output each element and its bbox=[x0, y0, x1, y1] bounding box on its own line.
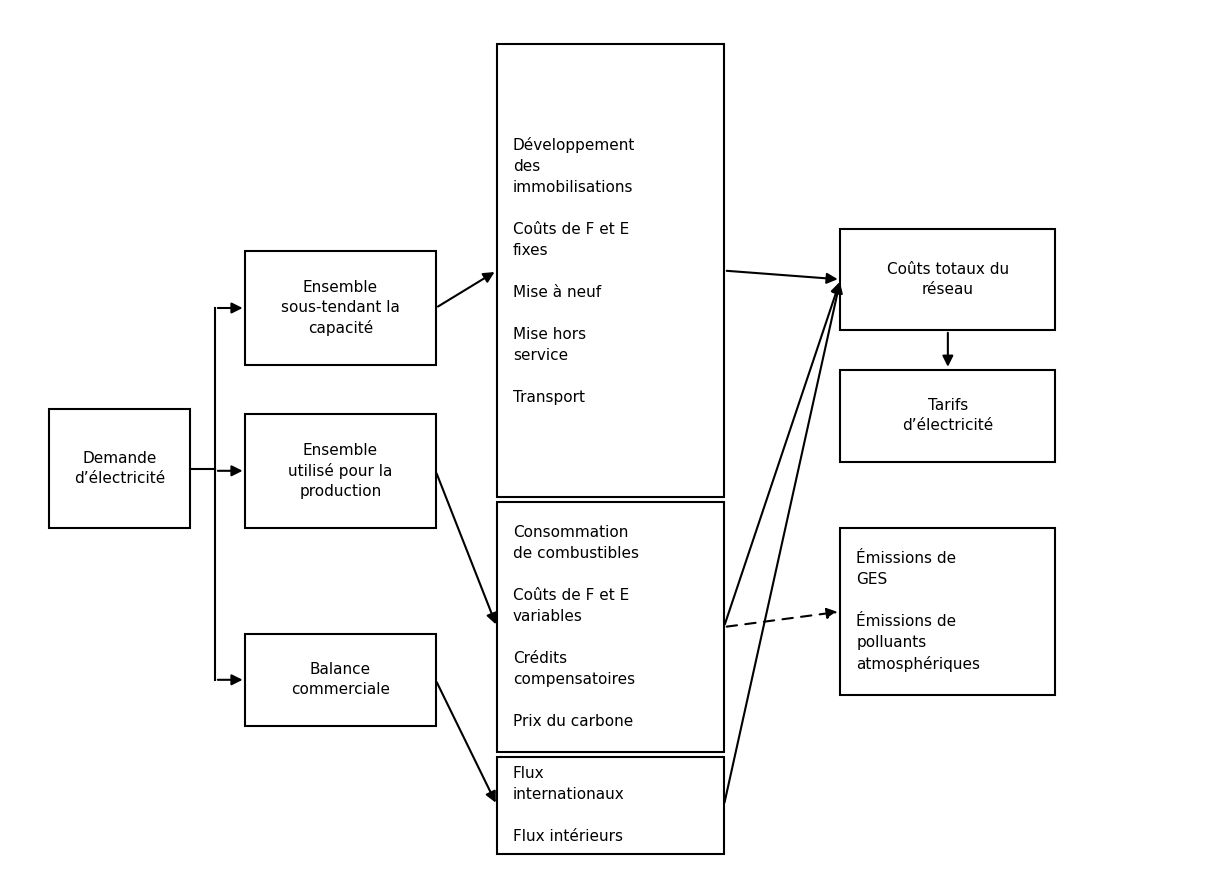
Text: Demande
d’électricité: Demande d’électricité bbox=[74, 451, 166, 486]
Bar bbox=[840, 528, 1055, 695]
Bar bbox=[49, 409, 190, 528]
Text: Ensemble
utilisé pour la
production: Ensemble utilisé pour la production bbox=[288, 443, 393, 499]
Text: Coûts totaux du
réseau: Coûts totaux du réseau bbox=[887, 262, 1009, 297]
Bar bbox=[497, 502, 724, 752]
Text: Flux
internationaux

Flux intérieurs: Flux internationaux Flux intérieurs bbox=[513, 766, 625, 844]
Bar bbox=[840, 370, 1055, 462]
Text: Consommation
de combustibles

Coûts de F et E
variables

Crédits
compensatoires
: Consommation de combustibles Coûts de F … bbox=[513, 525, 639, 729]
Text: Émissions de
GES

Émissions de
polluants
atmosphériques: Émissions de GES Émissions de polluants … bbox=[856, 551, 980, 672]
Text: Balance
commerciale: Balance commerciale bbox=[291, 663, 390, 697]
Bar bbox=[245, 634, 436, 726]
Bar bbox=[245, 251, 436, 365]
Text: Tarifs
d’électricité: Tarifs d’électricité bbox=[902, 399, 994, 433]
Bar bbox=[497, 44, 724, 497]
Bar bbox=[840, 229, 1055, 330]
Text: Développement
des
immobilisations

Coûts de F et E
fixes

Mise à neuf

Mise hors: Développement des immobilisations Coûts … bbox=[513, 136, 636, 405]
Bar bbox=[245, 414, 436, 528]
Text: Ensemble
sous-tendant la
capacité: Ensemble sous-tendant la capacité bbox=[281, 280, 400, 336]
Bar bbox=[497, 757, 724, 854]
